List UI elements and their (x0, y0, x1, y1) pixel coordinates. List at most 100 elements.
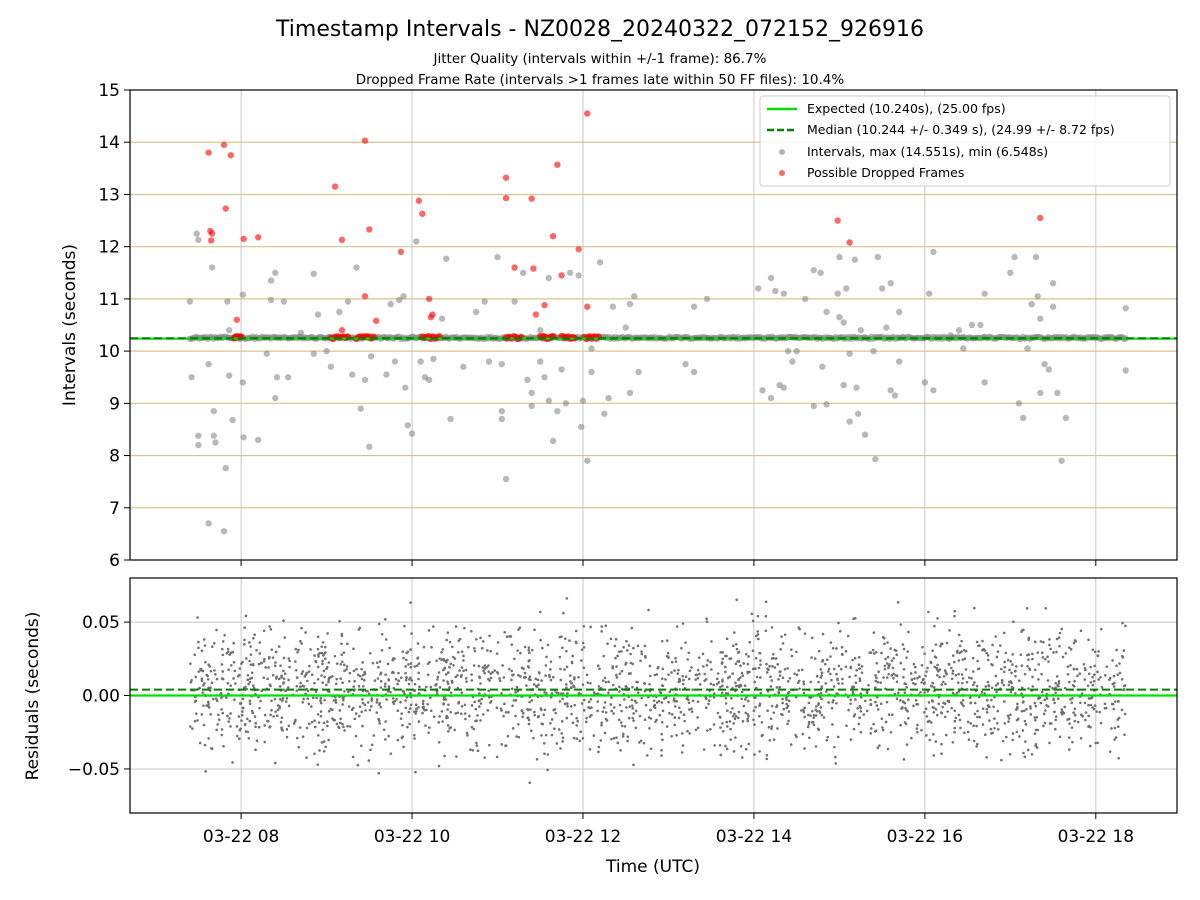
residual-point (820, 674, 824, 677)
residual-point (548, 675, 551, 679)
residual-point (377, 719, 381, 723)
residual-point (352, 685, 356, 688)
residual-point (528, 700, 531, 704)
residual-point (281, 699, 284, 702)
residual-point (1027, 687, 1030, 690)
residual-point (720, 691, 724, 695)
residual-point (944, 671, 948, 675)
residual-point (450, 679, 454, 683)
residual-point (731, 644, 735, 648)
residual-point (550, 718, 554, 721)
interval-point-40 (357, 405, 364, 412)
residual-point (319, 699, 322, 703)
residual-point (313, 654, 316, 657)
residual-point (913, 677, 916, 680)
residual-point (710, 640, 713, 643)
residual-point (661, 667, 665, 671)
residual-point (465, 680, 468, 683)
residual-point (506, 734, 510, 738)
residual-point (614, 656, 617, 660)
residual-point (769, 717, 773, 721)
residual-point (1044, 607, 1048, 610)
residual-point (213, 669, 216, 672)
residual-point (916, 723, 919, 727)
residual-point (739, 744, 743, 748)
residual-point (810, 656, 813, 659)
interval-point-28 (280, 298, 288, 305)
residual-point (226, 714, 229, 718)
residual-point (797, 669, 801, 672)
residual-point (195, 712, 198, 715)
residual-point (459, 675, 463, 679)
residual-point (1103, 702, 1107, 706)
residual-point (340, 653, 344, 657)
residual-point (779, 647, 782, 651)
residual-point (938, 668, 942, 671)
residual-point (937, 702, 941, 706)
residual-point (988, 719, 991, 722)
residual-point (387, 678, 391, 682)
residual-point (568, 674, 572, 677)
residual-point (275, 675, 279, 679)
residual-point (1066, 673, 1070, 676)
interval-point-20 (240, 434, 247, 441)
bottom-x-axis: 03-22 08 03-22 10 03-22 12 03-22 14 03-22 16… (203, 813, 1134, 847)
residual-point (996, 728, 1000, 731)
residual-point (409, 692, 412, 695)
residual-point (481, 713, 485, 716)
residual-point (1072, 641, 1076, 645)
residual-point (321, 728, 325, 732)
residual-point (807, 701, 811, 705)
residual-point (262, 676, 266, 679)
residual-point (746, 717, 749, 721)
residual-point (880, 717, 884, 720)
residual-point (719, 726, 722, 729)
residual-point (284, 700, 288, 703)
residual-point (278, 685, 282, 688)
residual-point (404, 671, 407, 675)
residual-point (254, 748, 257, 752)
residual-point (307, 722, 311, 726)
interval-point-38 (349, 371, 356, 378)
residual-point (1003, 665, 1007, 669)
residual-point (653, 706, 657, 710)
residual-point (896, 601, 900, 604)
residual-point (1037, 663, 1041, 666)
residual-point (231, 650, 235, 654)
residual-point (821, 660, 824, 663)
residual-point (528, 651, 531, 654)
interval-point-11 (212, 439, 219, 446)
residual-point (759, 676, 762, 679)
residual-point (675, 625, 679, 628)
residual-point (341, 698, 345, 702)
residual-point (670, 713, 674, 716)
residual-point (438, 685, 442, 689)
residual-point (470, 725, 474, 729)
residual-point (283, 672, 287, 676)
residual-point (623, 725, 627, 728)
residual-point (903, 682, 906, 685)
residual-point (368, 708, 372, 712)
residual-point (487, 664, 490, 667)
residual-point (902, 675, 905, 679)
residual-point (636, 644, 640, 648)
residual-point (631, 685, 634, 689)
interval-point-48 (400, 293, 407, 300)
residual-point (245, 687, 249, 691)
residual-point (226, 681, 230, 685)
residual-point (517, 722, 520, 726)
residual-point (835, 701, 838, 705)
residual-point (742, 704, 746, 708)
interval-point-151 (968, 321, 976, 329)
residual-point (973, 701, 977, 705)
residual-point (543, 752, 546, 756)
interval-point-1 (188, 374, 195, 381)
residual-point (209, 713, 212, 716)
residual-point (1082, 662, 1086, 666)
residual-point (649, 747, 653, 751)
residual-point (393, 657, 396, 660)
residual-point (981, 648, 984, 652)
residual-point (709, 660, 712, 664)
interval-point-165 (1041, 360, 1048, 368)
residual-point (789, 743, 793, 746)
